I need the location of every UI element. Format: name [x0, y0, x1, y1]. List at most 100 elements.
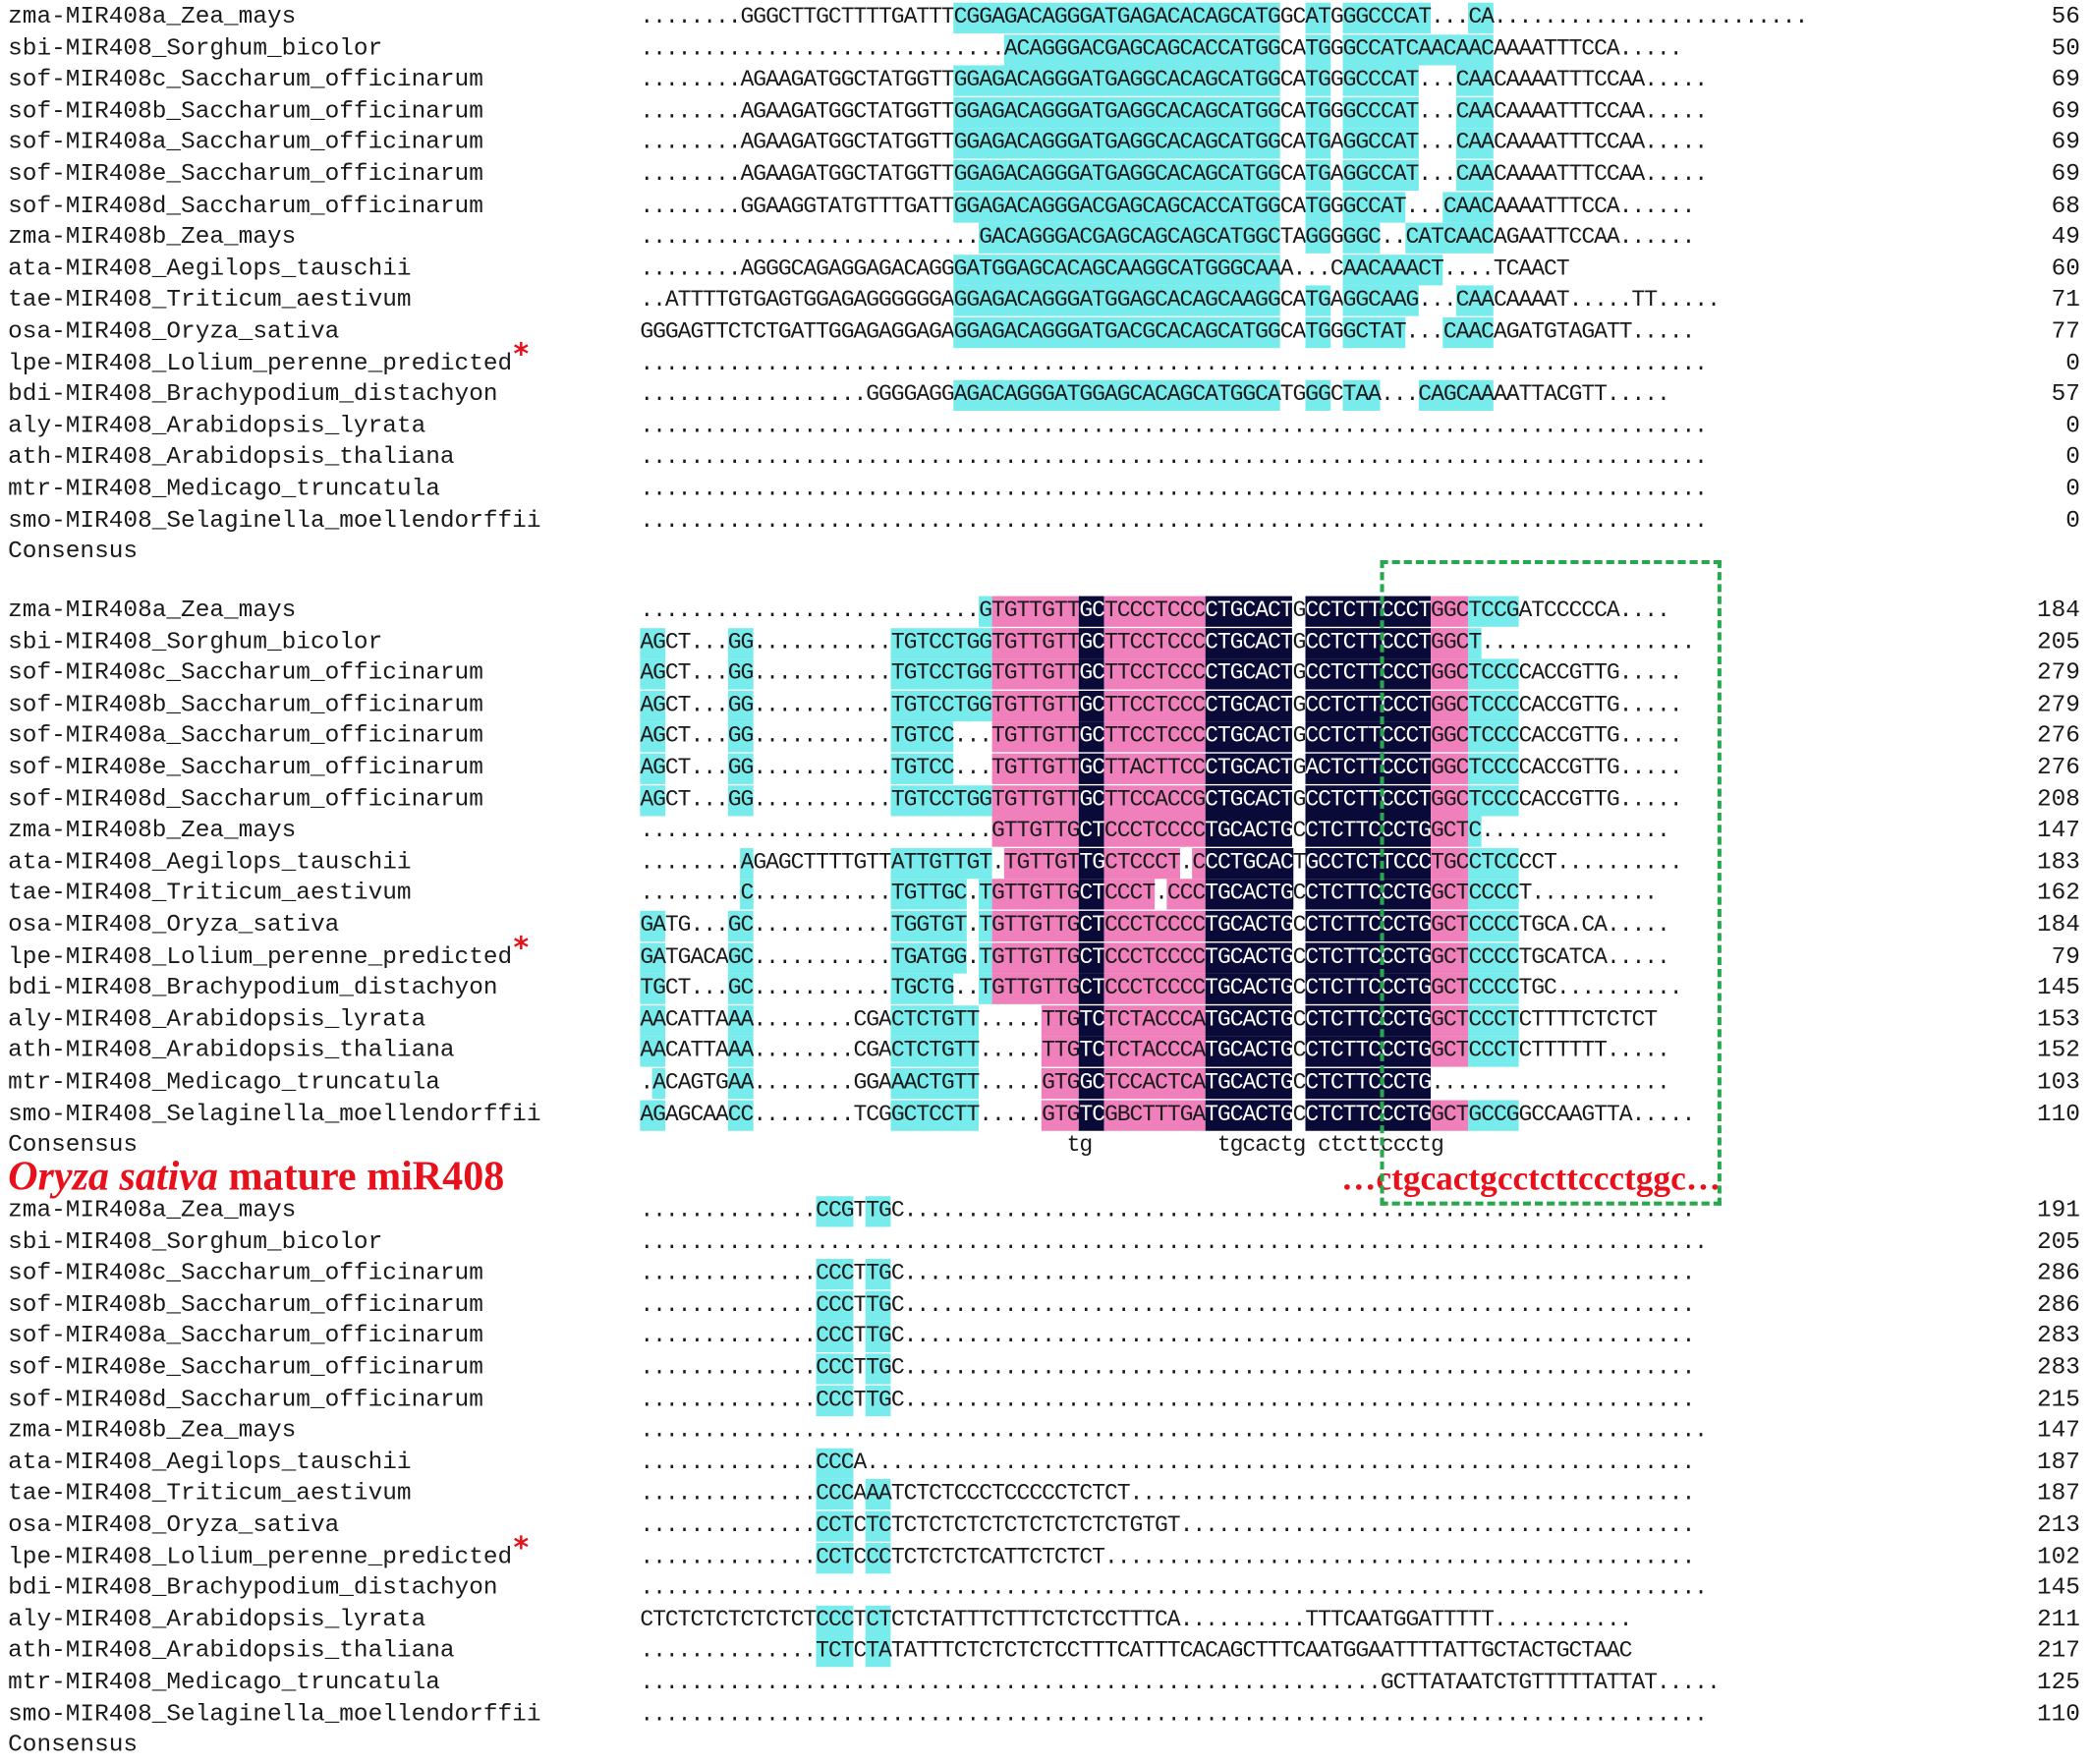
- alignment-row: zma-MIR408b_Zea_mays....................…: [0, 816, 2091, 847]
- sequence-position: 0: [2065, 413, 2080, 440]
- sequence-residues: ........................................…: [640, 1419, 1708, 1445]
- sequence-name: osa-MIR408_Oryza_sativa: [8, 912, 340, 939]
- alignment-row: tae-MIR408_Triticum_aestivum ..ATTTTGTGAG…: [0, 285, 2091, 317]
- sequence-name: sof-MIR408a_Saccharum_officinarum: [8, 1323, 483, 1350]
- sequence-name: tae-MIR408_Triticum_aestivum: [8, 287, 412, 314]
- consensus-row: Consensus: [0, 1732, 2091, 1762]
- sequence-name: mtr-MIR408_Medicago_truncatula: [8, 1069, 440, 1097]
- alignment-row: zma-MIR408b_Zea_mays....................…: [0, 1416, 2091, 1447]
- alignment-row: sof-MIR408d_Saccharum_officinarum.......…: [0, 191, 2091, 223]
- predicted-marker-icon: *: [513, 1531, 530, 1565]
- sequence-position: 279: [2036, 692, 2080, 719]
- sequence-name: sof-MIR408d_Saccharum_officinarum: [8, 1386, 483, 1413]
- alignment-row: sof-MIR408c_Saccharum_officinarum.......…: [0, 1259, 2091, 1290]
- alignment-row: aly-MIR408_Arabidopsis_lyrata AACATTAAA..…: [0, 1004, 2091, 1037]
- alignment-row: bdi-MIR408_Brachypodium_distachyon......…: [0, 1574, 2091, 1605]
- sequence-position: 205: [2036, 628, 2080, 656]
- sequence-position: 183: [2036, 849, 2080, 877]
- alignment-row: sof-MIR408c_Saccharum_officinarum AGCT...…: [0, 658, 2091, 690]
- sequence-position: 152: [2036, 1038, 2080, 1065]
- alignment-row: sbi-MIR408_Sorghum_bicolor..............…: [0, 1227, 2091, 1258]
- alignment-row: lpe-MIR408_Lolium_perenne_predicted*....…: [0, 1534, 2091, 1573]
- alignment-row: ath-MIR408_Arabidopsis_thaliana.........…: [0, 443, 2091, 474]
- alignment-row: sof-MIR408e_Saccharum_officinarum AGCT...…: [0, 753, 2091, 784]
- sequence-position: 213: [2036, 1511, 2080, 1539]
- sequence-residues: ........AGAAGATGGCTATGGTTGGAGACAGGGATGAG…: [640, 96, 1708, 128]
- sequence-position: 69: [2051, 130, 2080, 157]
- alignment-row: aly-MIR408_Arabidopsis_lyrata CTCTCTCTCTC…: [0, 1605, 2091, 1636]
- sequence-position: 187: [2036, 1449, 2080, 1476]
- sequence-name: zma-MIR408a_Zea_mays: [8, 1197, 297, 1224]
- alignment-row: sof-MIR408a_Saccharum_officinarum.......…: [0, 128, 2091, 160]
- sequence-name: sof-MIR408a_Saccharum_officinarum: [8, 130, 483, 157]
- sequence-residues: ........................................…: [640, 351, 1708, 377]
- sequence-position: 147: [2036, 1417, 2080, 1445]
- alignment-row: sof-MIR408b_Saccharum_officinarum.......…: [0, 96, 2091, 128]
- sequence-residues: ..............CCCTTGC...................…: [640, 1322, 1695, 1353]
- alignment-row: zma-MIR408a_Zea_mays ........GGGCTTGCTTTT…: [0, 2, 2091, 33]
- sequence-name: ath-MIR408_Arabidopsis_thaliana: [8, 1038, 455, 1065]
- sequence-name: bdi-MIR408_Brachypodium_distachyon: [8, 1574, 498, 1603]
- sequence-name: sof-MIR408a_Saccharum_officinarum: [8, 723, 483, 751]
- sequence-position: 286: [2036, 1260, 2080, 1287]
- sequence-name: zma-MIR408b_Zea_mays: [8, 224, 297, 252]
- sequence-residues: ..............CCGTTGC...................…: [640, 1196, 1695, 1227]
- sequence-residues: ..............CCCTTGC...................…: [640, 1290, 1695, 1322]
- sequence-name: zma-MIR408a_Zea_mays: [8, 4, 297, 31]
- sequence-position: 279: [2036, 659, 2080, 688]
- sequence-name: zma-MIR408a_Zea_mays: [8, 597, 297, 625]
- sequence-position: 162: [2036, 881, 2080, 908]
- sequence-residues: .............................ACAGGGACGAG…: [640, 33, 1683, 65]
- alignment-row: sof-MIR408a_Saccharum_officinarum.......…: [0, 1322, 2091, 1353]
- sequence-residues: ........................................…: [640, 508, 1708, 535]
- sequence-residues: ..............CCTCTCTCTCTCTCTCTCTCTCTCTG…: [640, 1510, 1695, 1542]
- sequence-residues: ........................................…: [640, 1576, 1708, 1603]
- sequence-name: osa-MIR408_Oryza_sativa: [8, 1511, 340, 1539]
- sequence-position: 49: [2051, 224, 2080, 252]
- sequence-residues: ..............CCCA......................…: [640, 1448, 1695, 1479]
- sequence-name: sbi-MIR408_Sorghum_bicolor: [8, 628, 383, 656]
- sequence-residues: AACATTAAA........CGACTCTGTT.....TTGTCTCT…: [640, 1036, 1670, 1068]
- consensus-label: Consensus: [8, 1132, 139, 1160]
- consensus-sequence: tg tgcactg ctcttccctg: [640, 1133, 1444, 1160]
- sequence-name: sbi-MIR408_Sorghum_bicolor: [8, 35, 383, 63]
- sequence-residues: GGGAGTTCTCTGATTGGAGAGGAGAGGAGACAGGGATGAC…: [640, 316, 1695, 349]
- sequence-position: 69: [2051, 161, 2080, 189]
- sequence-position: 56: [2051, 4, 2080, 31]
- mature-label-text: mature miR408: [217, 1152, 505, 1199]
- sequence-name: sof-MIR408c_Saccharum_officinarum: [8, 659, 483, 688]
- alignment-row: ata-MIR408_Aegilops_tauschii ........AGGG…: [0, 254, 2091, 286]
- alignment-row: ath-MIR408_Arabidopsis_thaliana AACATTAAA…: [0, 1036, 2091, 1068]
- sequence-name: ata-MIR408_Aegilops_tauschii: [8, 849, 412, 877]
- sequence-name: tae-MIR408_Triticum_aestivum: [8, 1480, 412, 1508]
- alignment-row: sbi-MIR408_Sorghum_bicolor AGCT...GG.....…: [0, 627, 2091, 658]
- sequence-name: sof-MIR408b_Saccharum_officinarum: [8, 1291, 483, 1319]
- alignment-row: zma-MIR408a_Zea_mays....................…: [0, 596, 2091, 627]
- sequence-position: 217: [2036, 1637, 2080, 1666]
- sequence-residues: ..............CCCTTGC...................…: [640, 1353, 1695, 1385]
- alignment-row: aly-MIR408_Arabidopsis_lyrata...........…: [0, 412, 2091, 442]
- sequence-position: 187: [2036, 1480, 2080, 1508]
- sequence-position: 145: [2036, 975, 2080, 1002]
- sequence-residues: TGCT...GC...........TGCTG..TGTTGTTGCTCCC…: [640, 973, 1683, 1005]
- sequence-residues: ........................................…: [640, 1702, 1708, 1729]
- alignment-row: mtr-MIR408_Medicago_truncatula..........…: [0, 475, 2091, 505]
- sequence-name: ata-MIR408_Aegilops_tauschii: [8, 256, 412, 283]
- sequence-residues: ...........................GTGTTGTTGCTCC…: [640, 596, 1670, 627]
- sequence-position: 0: [2065, 476, 2080, 503]
- sequence-residues: ........AGAAGATGGCTATGGTTGGAGACAGGGATGAG…: [640, 128, 1708, 160]
- sequence-position: 71: [2051, 287, 2080, 314]
- alignment-row: ath-MIR408_Arabidopsis_thaliana.........…: [0, 1636, 2091, 1668]
- alignment-row: mtr-MIR408_Medicago_truncatula..........…: [0, 1669, 2091, 1699]
- sequence-residues: AGAGCAACC........TCGGCTCCTT.....GTGTCGBC…: [640, 1099, 1695, 1131]
- sequence-position: 0: [2065, 507, 2080, 535]
- sequence-residues: ..............CCCTTGC...................…: [640, 1259, 1695, 1290]
- sequence-position: 50: [2051, 35, 2080, 63]
- alignment-row: tae-MIR408_Triticum_aestivum............…: [0, 1479, 2091, 1510]
- alignment-row: sof-MIR408c_Saccharum_officinarum.......…: [0, 65, 2091, 96]
- alignment-row: lpe-MIR408_Lolium_perenne_predicted* GATG…: [0, 934, 2091, 974]
- sequence-position: 145: [2036, 1574, 2080, 1603]
- sequence-residues: CTCTCTCTCTCTCTCCCTCTCTCTATTTCTTTCTCTCCTT…: [640, 1605, 1632, 1636]
- sequence-residues: GATGACAGC...........TGATGG.TGTTGTTGCTCCC…: [640, 941, 1670, 974]
